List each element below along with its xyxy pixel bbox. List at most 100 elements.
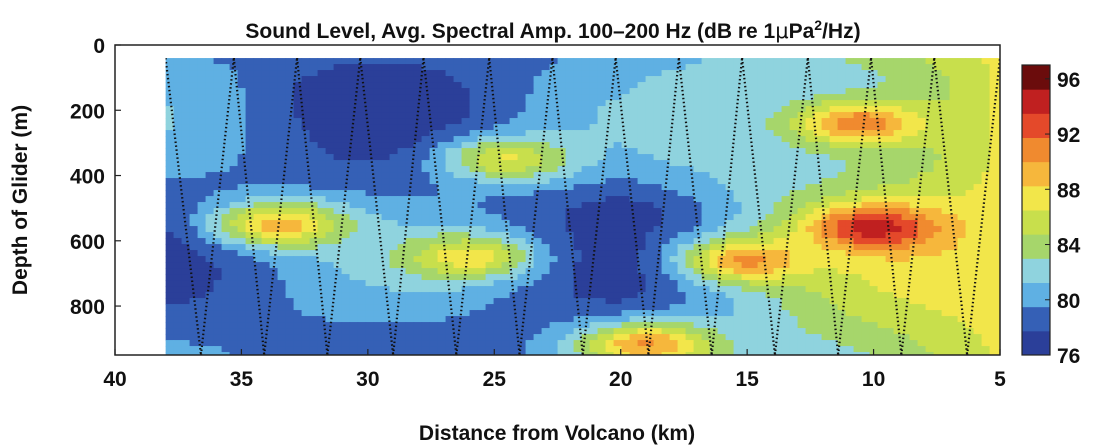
heatmap-cell <box>541 316 551 323</box>
heatmap-cell <box>821 64 831 71</box>
heatmap-cell <box>717 298 727 305</box>
heatmap-cell <box>661 232 671 239</box>
heatmap-cell <box>421 310 431 317</box>
heatmap-cell <box>573 118 583 125</box>
heatmap-cell <box>549 280 559 287</box>
heatmap-cell <box>277 148 287 155</box>
heatmap-cell <box>309 148 319 155</box>
heatmap-cell <box>685 166 695 173</box>
heatmap-cell <box>317 148 327 155</box>
heatmap-cell <box>581 220 591 227</box>
heatmap-cell <box>613 184 623 191</box>
heatmap-cell <box>509 130 519 137</box>
heatmap-cell <box>629 310 639 317</box>
heatmap-cell <box>213 70 223 77</box>
heatmap-cell <box>741 118 751 125</box>
heatmap-cell <box>221 178 231 185</box>
heatmap-cell <box>221 184 231 191</box>
heatmap-cell <box>845 316 855 323</box>
heatmap-cell <box>373 286 383 293</box>
heatmap-cell <box>813 274 823 281</box>
heatmap-cell <box>493 262 503 269</box>
heatmap-cell <box>933 94 943 101</box>
heatmap-cell <box>421 334 431 341</box>
heatmap-cell <box>925 250 935 257</box>
heatmap-cell <box>877 316 887 323</box>
heatmap-cell <box>893 130 903 137</box>
heatmap-cell <box>629 94 639 101</box>
heatmap-cell <box>749 202 759 209</box>
heatmap-cell <box>389 112 399 119</box>
heatmap-cell <box>693 274 703 281</box>
heatmap-cell <box>389 214 399 221</box>
heatmap-cell <box>853 124 863 131</box>
heatmap-cell <box>269 136 279 143</box>
heatmap-cell <box>333 172 343 179</box>
heatmap-cell <box>629 154 639 161</box>
heatmap-cell <box>437 106 447 113</box>
heatmap-cell <box>197 220 207 227</box>
heatmap-cell <box>317 310 327 317</box>
heatmap-cell <box>469 166 479 173</box>
heatmap-cell <box>269 172 279 179</box>
heatmap-cell <box>725 148 735 155</box>
heatmap-cell <box>485 82 495 89</box>
heatmap-cell <box>317 166 327 173</box>
heatmap-cell <box>957 268 967 275</box>
heatmap-cell <box>637 88 647 95</box>
heatmap-cell <box>365 166 375 173</box>
heatmap-cell <box>613 310 623 317</box>
heatmap-cell <box>589 184 599 191</box>
heatmap-cell <box>749 286 759 293</box>
heatmap-cell <box>669 238 679 245</box>
heatmap-cell <box>701 256 711 263</box>
heatmap-cell <box>197 262 207 269</box>
heatmap-cell <box>629 100 639 107</box>
heatmap-cell <box>885 106 895 113</box>
heatmap-cell <box>237 322 247 329</box>
heatmap-cell <box>301 262 311 269</box>
heatmap-cell <box>237 202 247 209</box>
heatmap-cell <box>789 118 799 125</box>
heatmap-cell <box>885 322 895 329</box>
heatmap-cell <box>437 64 447 71</box>
heatmap-cell <box>461 106 471 113</box>
heatmap-cell <box>717 166 727 173</box>
heatmap-cell <box>245 70 255 77</box>
heatmap-cell <box>349 220 359 227</box>
heatmap-cell <box>749 184 759 191</box>
heatmap-cell <box>341 268 351 275</box>
heatmap-cell <box>845 58 855 65</box>
heatmap-cell <box>493 304 503 311</box>
heatmap-cell <box>981 304 991 311</box>
heatmap-cell <box>725 94 735 101</box>
heatmap-cell <box>373 340 383 347</box>
heatmap-cell <box>301 214 311 221</box>
heatmap-cell <box>413 262 423 269</box>
heatmap-cell <box>525 178 535 185</box>
heatmap-cell <box>245 88 255 95</box>
heatmap-cell <box>797 244 807 251</box>
heatmap-cell <box>733 298 743 305</box>
heatmap-cell <box>405 232 415 239</box>
heatmap-cell <box>653 232 663 239</box>
heatmap-cell <box>501 82 511 89</box>
heatmap-cell <box>829 178 839 185</box>
heatmap-cell <box>749 136 759 143</box>
heatmap-cell <box>453 214 463 221</box>
heatmap-cell <box>821 256 831 263</box>
heatmap-cell <box>277 310 287 317</box>
heatmap-cell <box>565 256 575 263</box>
heatmap-cell <box>637 292 647 299</box>
heatmap-cell <box>349 106 359 113</box>
heatmap-cell <box>253 280 263 287</box>
heatmap-cell <box>269 292 279 299</box>
heatmap-cell <box>829 226 839 233</box>
heatmap-cell <box>757 88 767 95</box>
heatmap-cell <box>773 226 783 233</box>
heatmap-cell <box>797 232 807 239</box>
heatmap-cell <box>677 130 687 137</box>
heatmap-cell <box>549 238 559 245</box>
heatmap-cell <box>453 148 463 155</box>
heatmap-cell <box>485 76 495 83</box>
